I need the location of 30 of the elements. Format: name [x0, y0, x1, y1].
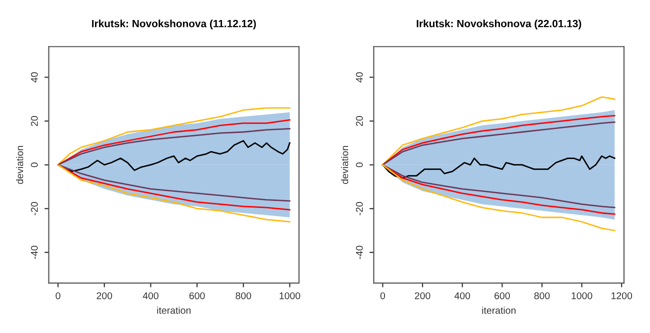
y-tick-label: -40	[356, 246, 363, 259]
y-tick-label: -40	[30, 246, 38, 259]
y-tick-label: 20	[356, 116, 363, 126]
x-tick-label: 800	[236, 292, 252, 300]
x-tick-label: 1000	[572, 292, 592, 300]
x-tick-label: 800	[534, 292, 550, 300]
x-tick-label: 1200	[612, 292, 632, 300]
x-tick-label: 200	[96, 292, 112, 300]
y-tick-label: 20	[30, 116, 38, 126]
x-tick-label: 400	[142, 292, 158, 300]
x-tick-label: 200	[414, 292, 430, 300]
x-tick-label: 600	[494, 292, 510, 300]
y-tick-label: -20	[356, 202, 363, 216]
x-axis-title: iteration	[482, 306, 516, 314]
y-tick-label: 0	[30, 162, 38, 168]
y-axis-title: deviation	[16, 146, 24, 184]
line-series	[382, 155, 616, 179]
y-axis-title: deviation	[341, 146, 348, 184]
y-tick-label: -20	[30, 202, 38, 216]
x-tick-label: 1000	[280, 292, 300, 300]
y-tick-label: 40	[356, 72, 363, 82]
x-tick-label: 600	[189, 292, 205, 300]
y-tick-label: 0	[356, 162, 363, 168]
chart-title: Irkutsk: Novokshonova (11.12.12)	[92, 20, 256, 30]
x-tick-label: 400	[454, 292, 470, 300]
x-tick-label: 0	[56, 292, 60, 300]
chart-title: Irkutsk: Novokshonova (22.01.13)	[416, 20, 582, 30]
x-axis-title: iteration	[157, 306, 191, 314]
y-tick-label: 40	[30, 72, 38, 82]
x-tick-label: 0	[380, 292, 386, 300]
